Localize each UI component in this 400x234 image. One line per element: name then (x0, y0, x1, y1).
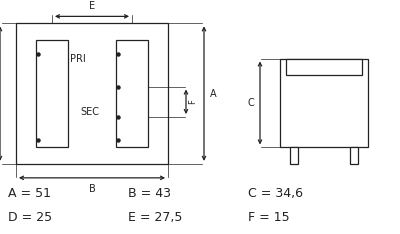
Text: D = 25: D = 25 (8, 211, 52, 224)
Bar (286, 58, 362, 75)
Bar (16, 23, 168, 164)
Bar (290, 147, 298, 164)
Text: PRI: PRI (70, 54, 86, 63)
Text: C: C (247, 98, 254, 108)
Text: A = 51: A = 51 (8, 186, 51, 200)
Text: F = 15: F = 15 (248, 211, 290, 224)
Bar (116, 40, 148, 147)
Text: B = 43: B = 43 (128, 186, 171, 200)
Text: B: B (89, 184, 95, 194)
Text: A: A (210, 89, 217, 99)
Text: F: F (188, 99, 197, 104)
Bar (36, 40, 68, 147)
Text: C = 34,6: C = 34,6 (248, 186, 303, 200)
Text: SEC: SEC (80, 107, 100, 117)
Bar (350, 147, 358, 164)
Text: E: E (89, 0, 95, 11)
Text: E = 27,5: E = 27,5 (128, 211, 182, 224)
Bar (280, 58, 368, 147)
